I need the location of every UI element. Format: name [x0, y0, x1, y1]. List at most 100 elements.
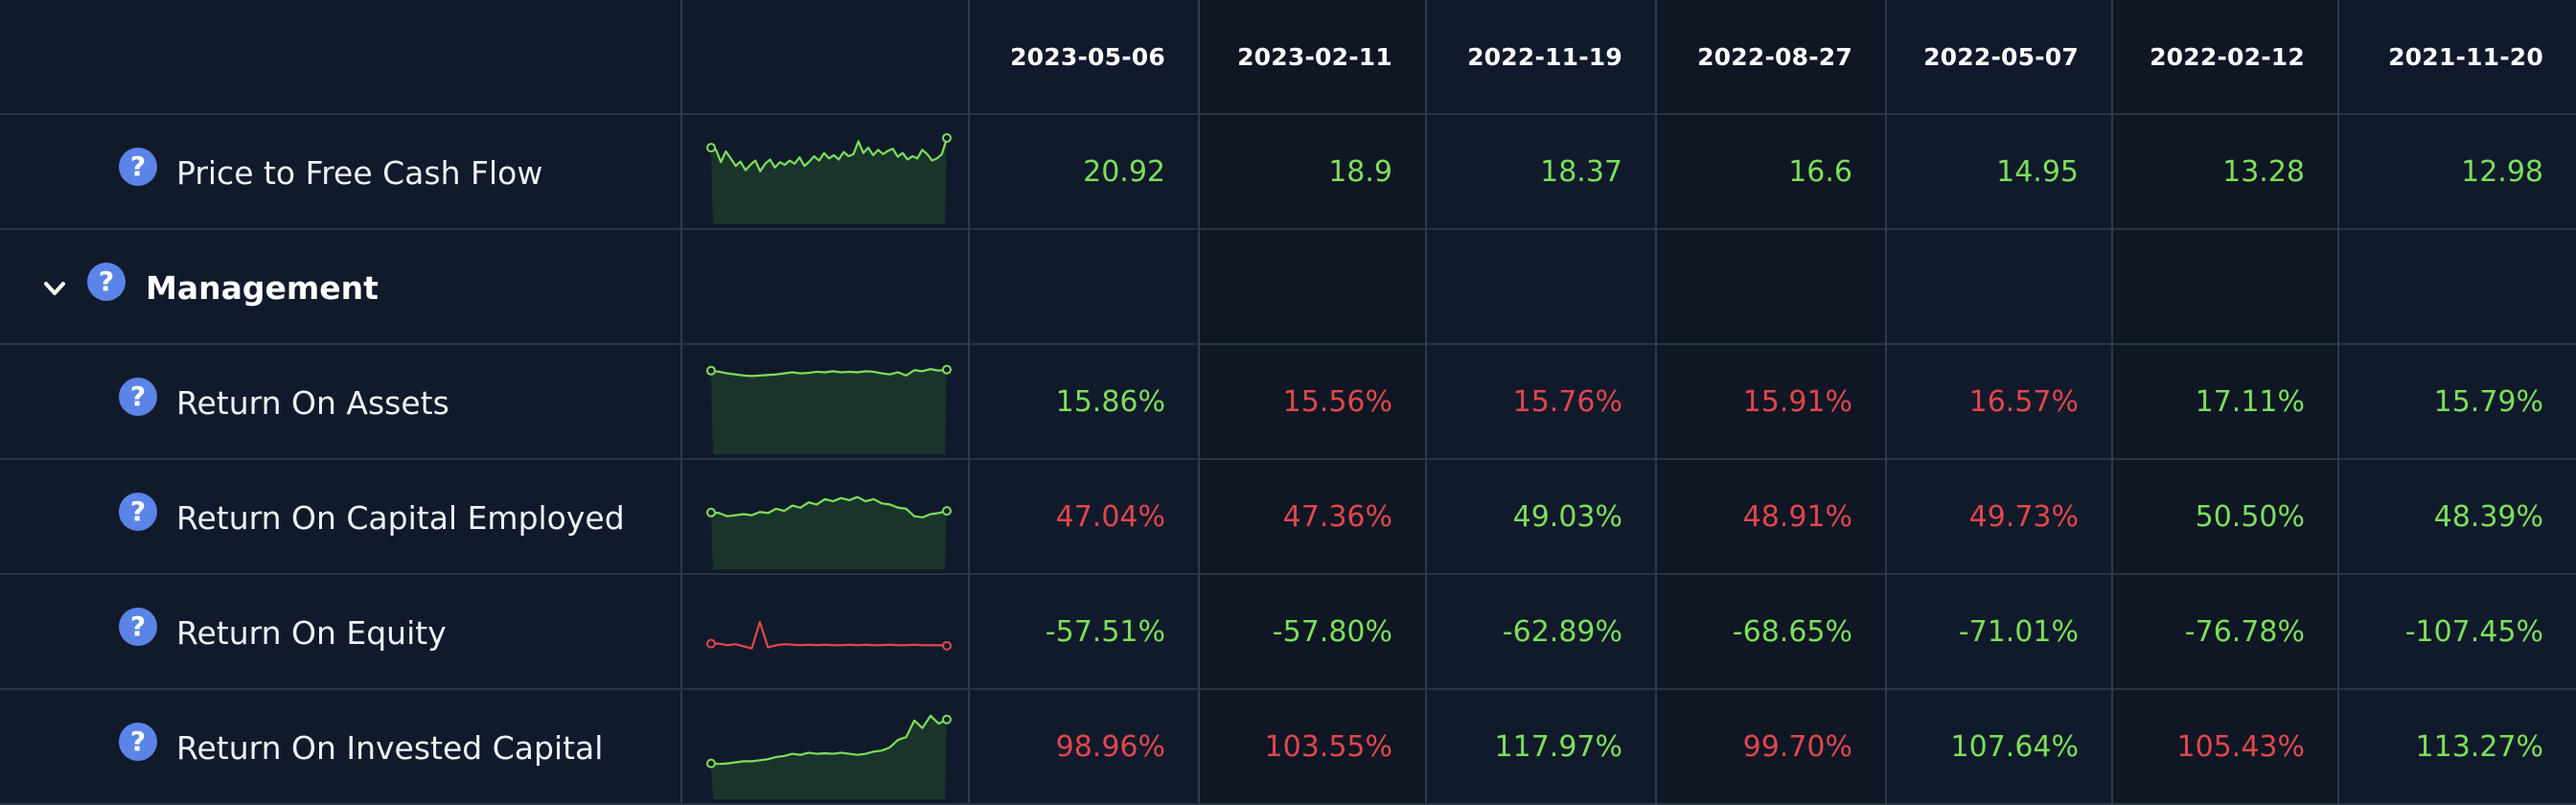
metric-value: 15.76% — [1427, 345, 1657, 460]
sparkline-end-point — [942, 506, 952, 517]
metric-value: 20.92 — [970, 115, 1200, 230]
sparkline-start-point — [706, 143, 716, 153]
sparkline-chart — [706, 714, 952, 799]
column-header-date[interactable]: 2021-11-20 — [2339, 0, 2576, 115]
column-header-date[interactable]: 2022-02-12 — [2113, 0, 2339, 115]
metric-value: 14.95 — [1887, 115, 2113, 230]
table-row-label: ? Return On Invested Capital — [0, 690, 682, 805]
sparkline-area — [711, 496, 947, 569]
metric-value: -76.78% — [2113, 575, 2339, 690]
metric-label: Return On Invested Capital — [176, 728, 604, 767]
section-header[interactable]: ? Management — [0, 230, 682, 345]
help-icon[interactable]: ? — [119, 723, 157, 761]
help-icon[interactable]: ? — [87, 263, 126, 301]
sparkline-line — [710, 714, 948, 766]
metric-value: -68.65% — [1657, 575, 1887, 690]
column-header-date[interactable]: 2022-05-07 — [1887, 0, 2113, 115]
section-empty-cell — [2339, 230, 2576, 345]
metric-value: 47.36% — [1200, 460, 1427, 575]
column-header-date[interactable]: 2023-05-06 — [970, 0, 1200, 115]
section-label: Management — [146, 268, 379, 307]
sparkline-start-point — [706, 507, 716, 518]
table-row-label: ? Return On Equity — [0, 575, 682, 690]
sparkline-end-point — [942, 640, 952, 651]
metric-value: 15.91% — [1657, 345, 1887, 460]
sparkline-cell — [682, 345, 970, 460]
metric-value: -71.01% — [1887, 575, 2113, 690]
column-header-date[interactable]: 2023-02-11 — [1200, 0, 1427, 115]
sparkline-line — [710, 368, 948, 378]
sparkline-cell — [682, 575, 970, 690]
section-empty-cell — [2113, 230, 2339, 345]
sparkline-cell — [682, 460, 970, 575]
metric-value: -57.80% — [1200, 575, 1427, 690]
metric-value: 113.27% — [2339, 690, 2576, 805]
metric-label: Return On Equity — [176, 613, 447, 652]
section-empty-cell — [1427, 230, 1657, 345]
section-empty-cell — [1887, 230, 2113, 345]
sparkline-start-point — [706, 638, 716, 649]
metric-value: 49.03% — [1427, 460, 1657, 575]
sparkline-line — [710, 495, 948, 518]
sparkline-area — [711, 369, 947, 454]
metric-label: Price to Free Cash Flow — [176, 153, 543, 192]
metric-value: 15.86% — [970, 345, 1200, 460]
sparkline-chart — [706, 133, 952, 224]
metric-value: 17.11% — [2113, 345, 2339, 460]
sparkline-chart — [706, 621, 952, 651]
metric-value: 105.43% — [2113, 690, 2339, 805]
metric-value: 15.56% — [1200, 345, 1427, 460]
sparkline-end-point — [942, 133, 952, 143]
section-empty-cell — [682, 230, 970, 345]
metric-value: 99.70% — [1657, 690, 1887, 805]
sparkline-start-point — [706, 758, 716, 769]
sparkline-end-point — [942, 364, 952, 375]
help-icon[interactable]: ? — [119, 148, 157, 186]
table-row-label: ? Price to Free Cash Flow — [0, 115, 682, 230]
column-header-date[interactable]: 2022-08-27 — [1657, 0, 1887, 115]
table-row-label: ? Return On Assets — [0, 345, 682, 460]
metric-value: -107.45% — [2339, 575, 2576, 690]
sparkline-line — [710, 137, 949, 172]
metric-value: 117.97% — [1427, 690, 1657, 805]
section-empty-cell — [970, 230, 1200, 345]
metric-value: 103.55% — [1200, 690, 1427, 805]
metric-value: 49.73% — [1887, 460, 2113, 575]
section-empty-cell — [1657, 230, 1887, 345]
metric-value: 18.37 — [1427, 115, 1657, 230]
sparkline-end-point — [942, 714, 952, 724]
sparkline-start-point — [706, 365, 716, 376]
metric-label: Return On Capital Employed — [176, 498, 625, 537]
metric-value: 13.28 — [2113, 115, 2339, 230]
sparkline-chart — [706, 495, 952, 569]
sparkline-cell — [682, 690, 970, 805]
sparkline-cell — [682, 115, 970, 230]
sparkline-line — [711, 621, 948, 650]
help-icon[interactable]: ? — [119, 378, 157, 416]
sparkline-area — [711, 138, 947, 224]
header-label-cell — [0, 0, 682, 115]
metric-value: 15.79% — [2339, 345, 2576, 460]
section-empty-cell — [1200, 230, 1427, 345]
metric-value: 107.64% — [1887, 690, 2113, 805]
metric-value: 47.04% — [970, 460, 1200, 575]
metric-value: 48.91% — [1657, 460, 1887, 575]
metric-value: 48.39% — [2339, 460, 2576, 575]
help-icon[interactable]: ? — [119, 493, 157, 531]
sparkline-chart — [706, 364, 952, 454]
metric-value: 98.96% — [970, 690, 1200, 805]
column-header-date[interactable]: 2022-11-19 — [1427, 0, 1657, 115]
sparkline-area — [711, 715, 947, 799]
metric-value: 50.50% — [2113, 460, 2339, 575]
metric-value: -57.51% — [970, 575, 1200, 690]
metric-label: Return On Assets — [176, 383, 449, 422]
metric-value: 16.57% — [1887, 345, 2113, 460]
metric-value: 12.98 — [2339, 115, 2576, 230]
metric-value: 16.6 — [1657, 115, 1887, 230]
help-icon[interactable]: ? — [119, 608, 157, 646]
metric-value: 18.9 — [1200, 115, 1427, 230]
header-sparkline-cell — [682, 0, 970, 115]
chevron-down-icon[interactable] — [40, 274, 69, 303]
table-row-label: ? Return On Capital Employed — [0, 460, 682, 575]
